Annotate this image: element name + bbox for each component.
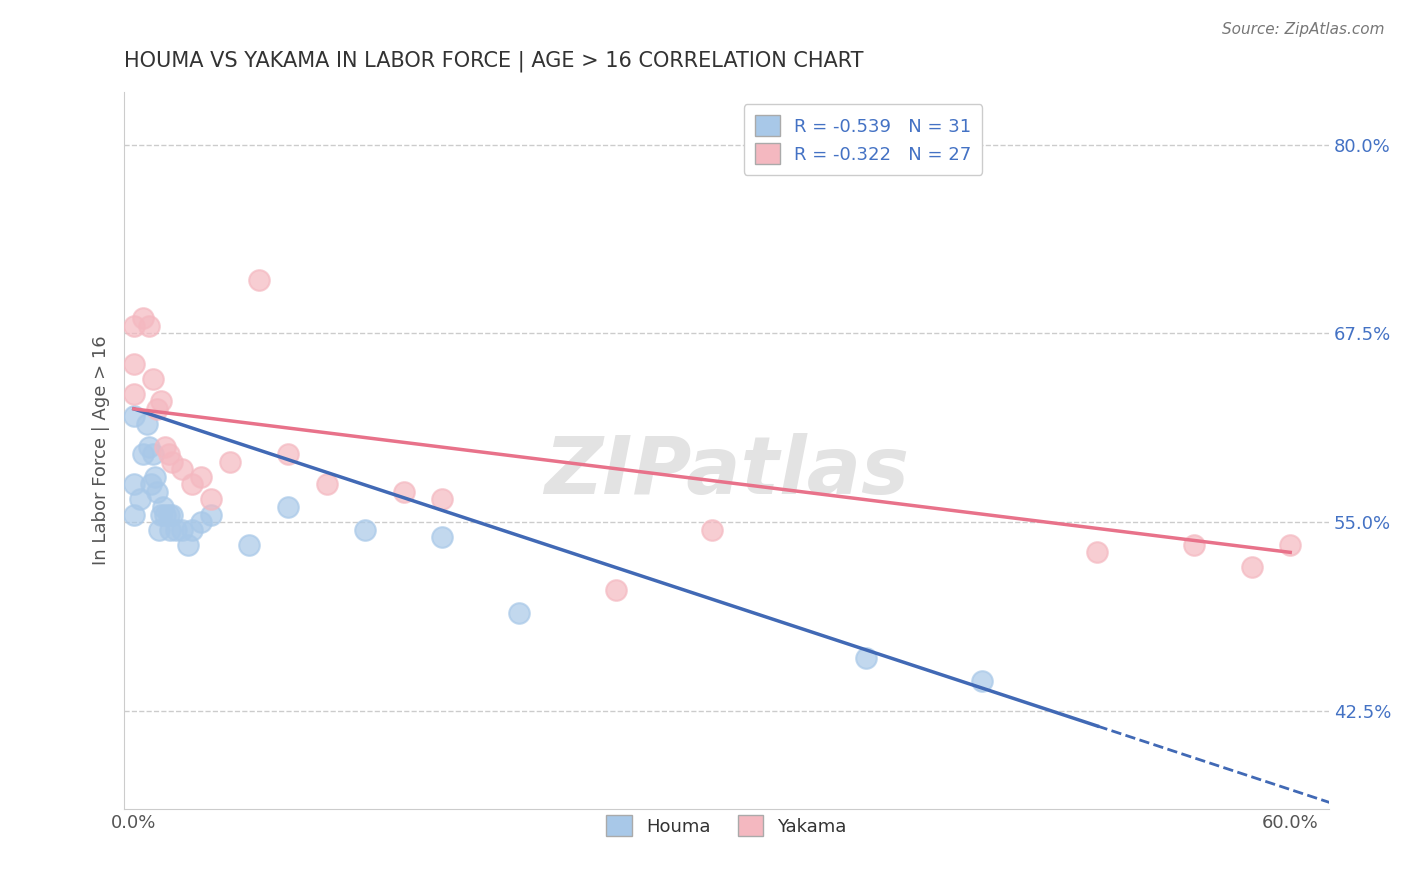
Point [152,500,174,514]
Point [170,462,193,476]
Point [157,508,180,522]
Point [1182,538,1205,552]
Point [159,523,181,537]
Point [1240,560,1263,574]
Point [238,538,260,552]
Point [165,523,187,537]
Point [162,508,184,522]
Point [141,477,163,491]
Point [149,394,172,409]
Point [180,523,202,537]
Point [162,455,184,469]
Point [153,508,176,522]
Point [170,523,193,537]
Point [700,523,723,537]
Point [315,477,337,491]
Point [190,470,212,484]
Point [132,311,155,326]
Point [128,492,150,507]
Point [200,508,222,522]
Point [605,583,627,598]
Point [219,455,242,469]
Point [277,447,299,461]
Point [138,440,160,454]
Point [1087,545,1109,559]
Point [970,673,993,688]
Point [122,357,145,371]
Text: HOUMA VS YAKAMA IN LABOR FORCE | AGE > 16 CORRELATION CHART: HOUMA VS YAKAMA IN LABOR FORCE | AGE > 1… [124,51,863,72]
Point [508,606,530,620]
Point [136,417,159,431]
Point [138,318,160,333]
Text: ZIPatlas: ZIPatlas [544,433,910,511]
Point [200,492,222,507]
Point [277,500,299,514]
Y-axis label: In Labor Force | Age > 16: In Labor Force | Age > 16 [93,335,110,566]
Point [122,386,145,401]
Point [177,538,200,552]
Point [1279,538,1302,552]
Point [122,477,145,491]
Point [392,485,415,500]
Point [149,508,172,522]
Point [180,477,202,491]
Point [142,447,165,461]
Point [132,447,155,461]
Text: Source: ZipAtlas.com: Source: ZipAtlas.com [1222,22,1385,37]
Point [146,401,169,416]
Point [432,530,454,544]
Point [142,372,165,386]
Point [354,523,377,537]
Point [153,440,176,454]
Point [432,492,454,507]
Point [148,523,170,537]
Point [855,651,877,665]
Point [122,508,145,522]
Point [143,470,166,484]
Point [190,515,212,529]
Point [157,447,180,461]
Point [146,485,169,500]
Point [247,273,270,287]
Point [122,318,145,333]
Legend: Houma, Yakama: Houma, Yakama [599,808,853,843]
Point [122,409,145,424]
